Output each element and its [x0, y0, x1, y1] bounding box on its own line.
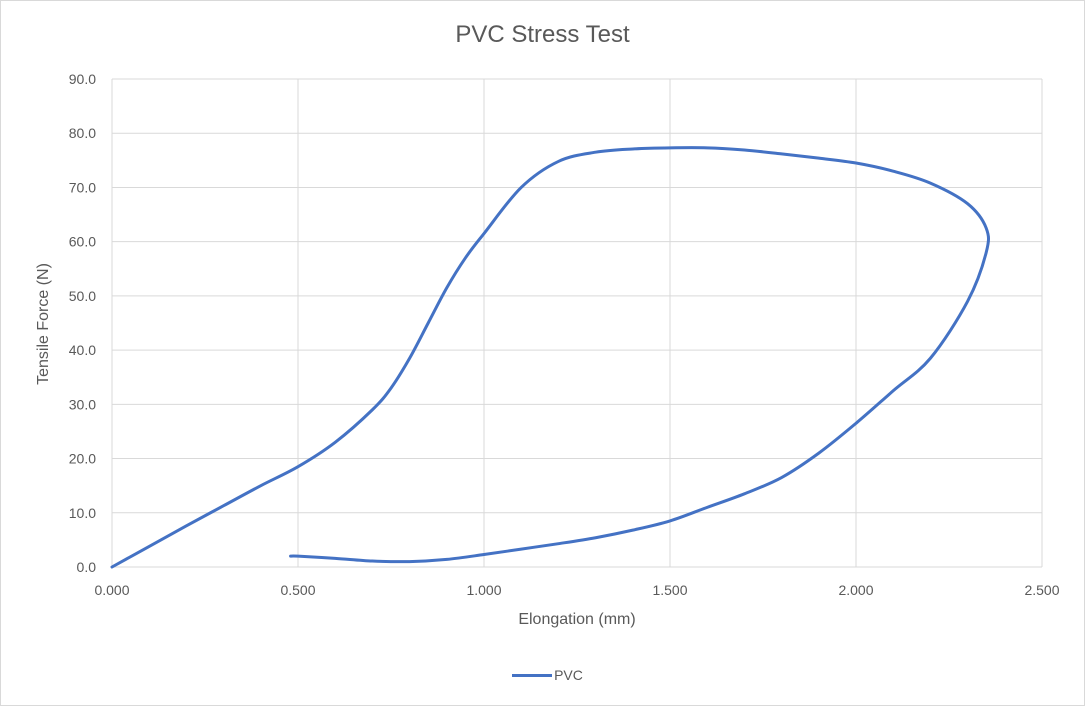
tick-labels: 0.0 10.0 20.0 30.0 40.0 50.0 60.0 70.0 80.0 90.0 0… [69, 71, 1060, 598]
y-tick-label: 40.0 [69, 342, 96, 358]
x-tick-label: 1.000 [466, 582, 501, 598]
y-tick-label: 30.0 [69, 396, 96, 412]
y-tick-label: 0.0 [77, 559, 97, 575]
series-line-pvc [110, 146, 991, 569]
y-tick-label: 50.0 [69, 288, 96, 304]
x-tick-label: 2.500 [1024, 582, 1059, 598]
legend-label-pvc: PVC [554, 667, 583, 683]
x-axis-title: Elongation (mm) [518, 611, 636, 628]
y-tick-label: 20.0 [69, 451, 96, 467]
y-tick-label: 60.0 [69, 234, 96, 250]
y-axis-title: Tensile Force (N) [35, 263, 52, 385]
x-tick-label: 0.000 [94, 582, 129, 598]
x-tick-label: 2.000 [838, 582, 873, 598]
legend-swatch-pvc [512, 673, 553, 677]
y-tick-label: 10.0 [69, 505, 96, 521]
y-tick-label: 80.0 [69, 125, 96, 141]
x-tick-label: 0.500 [280, 582, 315, 598]
y-tick-label: 90.0 [69, 71, 96, 87]
gridlines [111, 78, 1043, 568]
x-tick-label: 1.500 [652, 582, 687, 598]
series-layer [110, 146, 991, 569]
chart-title: PVC Stress Test [455, 21, 630, 48]
y-tick-label: 70.0 [69, 179, 96, 195]
legend: PVC [1, 667, 1085, 683]
